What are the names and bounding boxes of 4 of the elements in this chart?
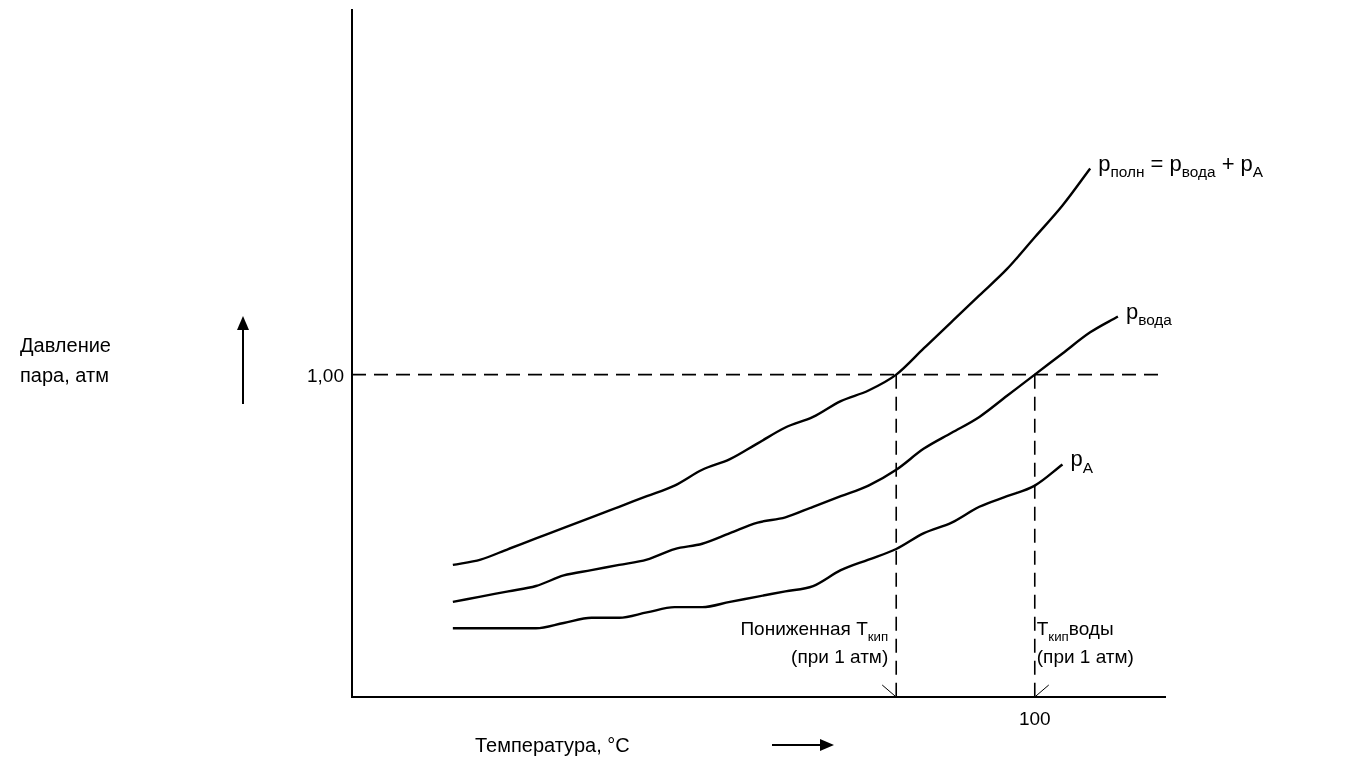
text: 1,00 [307,364,344,386]
text: Давление пара, атм [20,334,111,386]
x-axis-title: Температура, °C [475,734,630,756]
text: 100 [1018,708,1051,729]
